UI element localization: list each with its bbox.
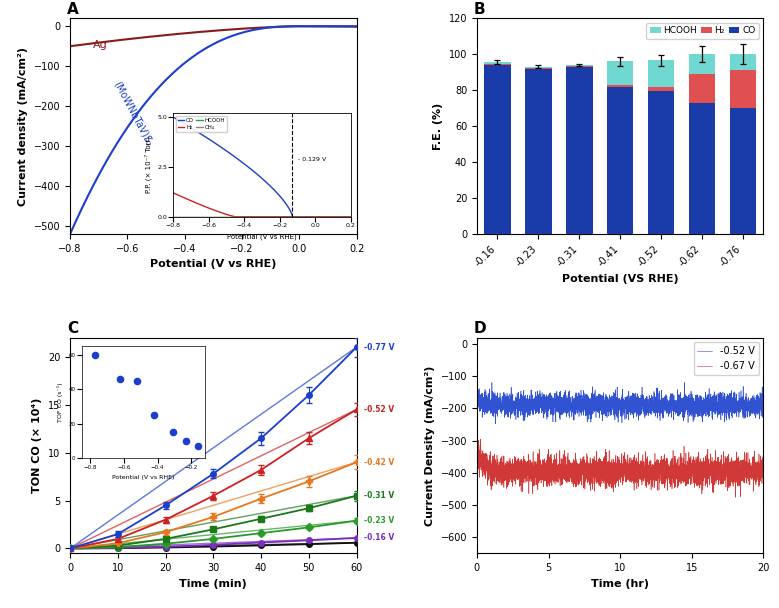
Bar: [689, 74, 715, 103]
Text: A: A: [67, 2, 79, 17]
Bar: [730, 54, 756, 71]
Text: C: C: [67, 321, 79, 336]
-0.67 V: [472, 454, 481, 461]
Bar: [607, 85, 633, 86]
-0.67 V: [593, 470, 602, 477]
Bar: [484, 65, 511, 234]
Text: B: B: [474, 2, 485, 17]
Bar: [525, 69, 552, 234]
-0.67 V: [595, 465, 605, 472]
Bar: [607, 61, 633, 85]
Text: -0.23 V: -0.23 V: [364, 516, 394, 525]
Y-axis label: F.E. (%): F.E. (%): [433, 103, 443, 150]
-0.52 V: [679, 379, 689, 386]
Line: -0.52 V: -0.52 V: [477, 382, 763, 424]
Text: -0.52 V: -0.52 V: [364, 405, 394, 414]
Bar: [730, 108, 756, 234]
-0.67 V: [608, 485, 618, 492]
Text: -0.31 V: -0.31 V: [364, 491, 394, 500]
X-axis label: Potential (V vs RHE): Potential (V vs RHE): [150, 259, 277, 269]
-0.52 V: [472, 389, 481, 396]
Bar: [525, 67, 552, 69]
Text: -0.77 V: -0.77 V: [364, 343, 394, 351]
Bar: [566, 66, 593, 67]
Y-axis label: Current density (mA/cm²): Current density (mA/cm²): [18, 47, 28, 206]
-0.67 V: [680, 476, 689, 483]
Text: Ag: Ag: [93, 40, 108, 50]
-0.67 V: [731, 494, 740, 501]
Bar: [607, 86, 633, 234]
Y-axis label: TON CO (× 10⁴): TON CO (× 10⁴): [33, 398, 43, 493]
-0.67 V: [736, 474, 746, 481]
Bar: [730, 71, 756, 108]
-0.52 V: [491, 420, 500, 427]
-0.52 V: [759, 399, 768, 407]
-0.52 V: [681, 408, 690, 415]
X-axis label: Time (min): Time (min): [179, 579, 247, 589]
Bar: [484, 62, 511, 64]
-0.67 V: [759, 453, 768, 460]
Bar: [566, 65, 593, 66]
Text: -0.42 V: -0.42 V: [364, 458, 394, 467]
Text: (MoWNbTaV)S₂: (MoWNbTaV)S₂: [112, 80, 154, 148]
Bar: [689, 54, 715, 74]
Bar: [484, 64, 511, 65]
Text: -0.16 V: -0.16 V: [364, 533, 394, 542]
Bar: [648, 60, 675, 88]
Y-axis label: Current Density (mA/cm²): Current Density (mA/cm²): [425, 365, 435, 525]
-0.67 V: [750, 472, 760, 479]
Bar: [648, 88, 675, 91]
-0.52 V: [593, 402, 602, 409]
X-axis label: Time (hr): Time (hr): [591, 579, 649, 589]
-0.52 V: [608, 404, 618, 411]
Bar: [566, 67, 593, 234]
-0.67 V: [476, 435, 485, 443]
-0.52 V: [736, 402, 746, 409]
Text: D: D: [474, 321, 487, 336]
Legend: -0.52 V, -0.67 V: -0.52 V, -0.67 V: [693, 342, 759, 375]
-0.52 V: [750, 410, 760, 418]
Bar: [689, 103, 715, 234]
Bar: [648, 91, 675, 234]
Legend: HCOOH, H₂, CO: HCOOH, H₂, CO: [647, 22, 759, 39]
Line: -0.67 V: -0.67 V: [477, 439, 763, 497]
-0.52 V: [595, 396, 605, 404]
X-axis label: Potential (VS RHE): Potential (VS RHE): [562, 274, 679, 284]
